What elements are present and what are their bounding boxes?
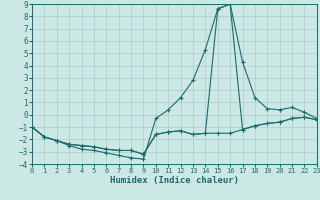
X-axis label: Humidex (Indice chaleur): Humidex (Indice chaleur) xyxy=(110,176,239,185)
